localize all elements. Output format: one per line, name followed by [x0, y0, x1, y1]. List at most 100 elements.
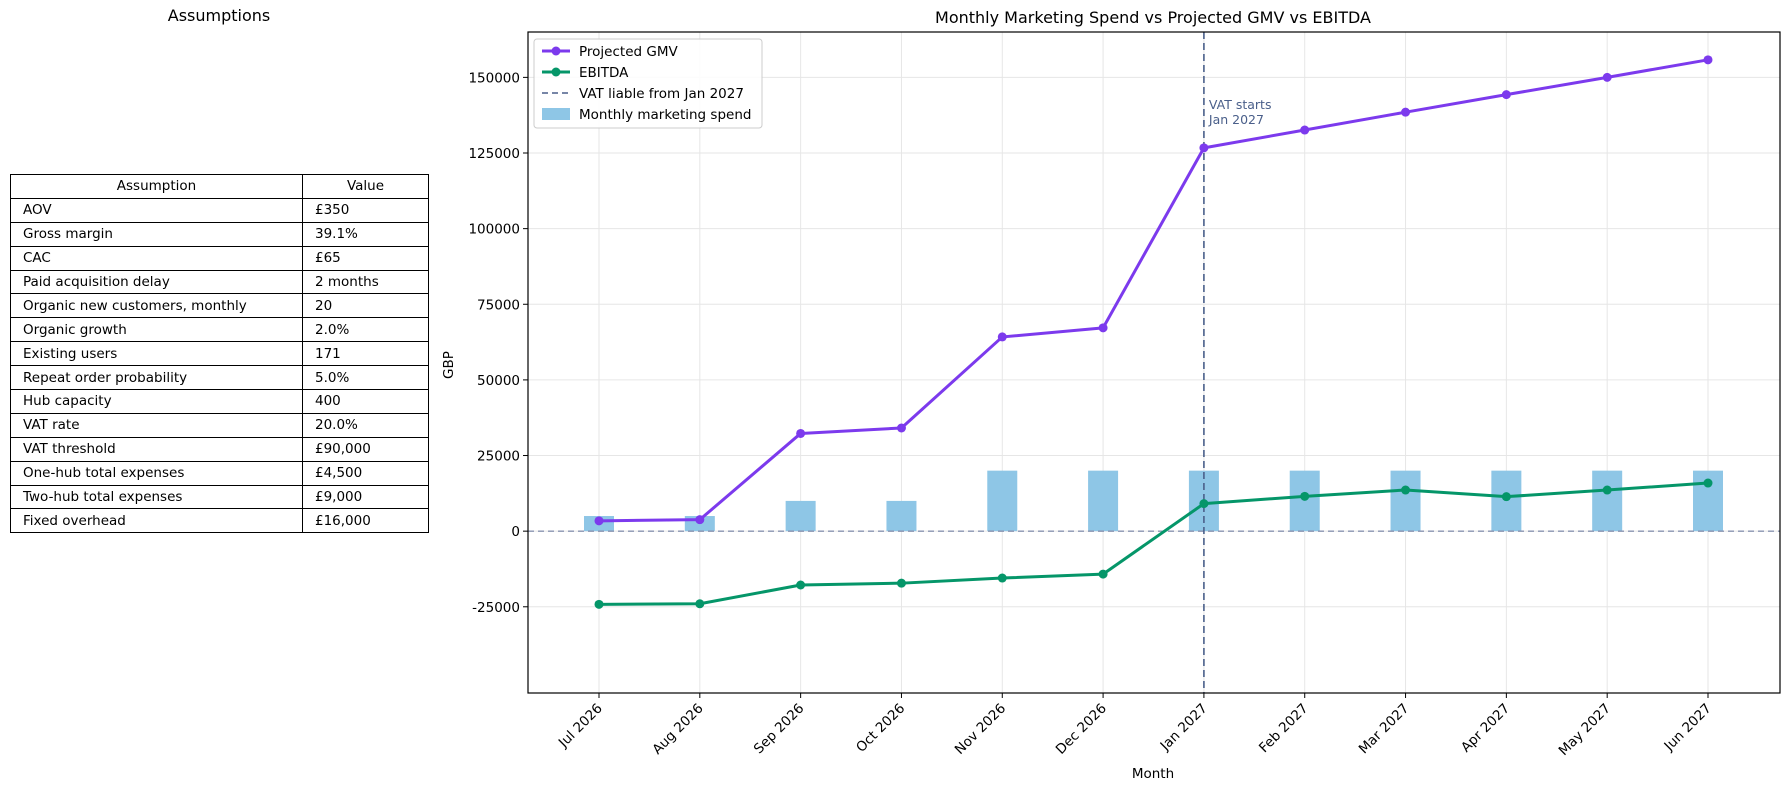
ebitda-point [594, 599, 604, 609]
x-tick-label: Mar 2027 [1356, 701, 1413, 758]
y-tick-label: 50000 [477, 373, 520, 389]
ebitda-point [1501, 492, 1511, 502]
assumption-name-cell: Fixed overhead [10, 508, 303, 534]
y-tick-label: 0 [511, 524, 520, 540]
y-axis-label: GBP [441, 351, 457, 379]
vat-annotation-text: VAT starts [1209, 97, 1272, 112]
legend-marker [551, 67, 561, 77]
marketing-spend-bar [1390, 470, 1421, 532]
gmv-point [1501, 90, 1511, 100]
x-tick-label: Dec 2026 [1053, 701, 1110, 758]
plot-frame [527, 31, 1781, 694]
legend-vat: VAT liable from Jan 2027 [542, 86, 744, 102]
assumption-name-cell: AOV [10, 197, 303, 223]
table-row: CAC £65 [10, 245, 429, 271]
ebitda-point [1199, 499, 1209, 509]
ebitda-point [896, 578, 906, 588]
table-header-row: Assumption Value [10, 174, 429, 199]
gmv-point [594, 516, 604, 526]
marketing-spend-bar [1088, 470, 1119, 532]
assumption-value-cell: 171 [302, 341, 429, 367]
assumption-name-cell: CAC [10, 245, 303, 271]
legend-bar-swatch [542, 108, 570, 120]
assumption-name-cell: Gross margin [10, 221, 303, 247]
ebitda-point [1703, 478, 1713, 488]
x-tick-label: Nov 2026 [952, 701, 1009, 758]
assumption-value-cell: 20.0% [302, 412, 429, 438]
x-tick-label: Jan 2027 [1157, 701, 1211, 755]
gmv-point [1098, 323, 1108, 333]
x-tick-label: Feb 2027 [1256, 701, 1312, 757]
legend-marker [551, 46, 561, 56]
header-value: Value [302, 174, 429, 199]
legend-label: Monthly marketing spend [579, 107, 751, 123]
ebitda-point [1602, 485, 1612, 495]
ebitda-point [1300, 491, 1310, 501]
ebitda-point [1098, 569, 1108, 579]
x-tick-label: Oct 2026 [853, 701, 908, 756]
gmv-point [695, 515, 705, 525]
legend-label: EBITDA [579, 65, 629, 81]
assumption-value-cell: 2 months [302, 269, 429, 295]
y-tick-label: -25000 [472, 600, 520, 616]
y-tick-label: 75000 [477, 297, 520, 313]
legend-box [533, 38, 763, 129]
table-row: Hub capacity 400 [10, 389, 429, 414]
table-row: Gross margin 39.1% [10, 221, 429, 247]
gmv-point [1300, 125, 1310, 135]
marketing-spend-bar [1289, 470, 1320, 532]
table-row: Organic new customers, monthly 20 [10, 293, 429, 319]
legend-marketing: Monthly marketing spend [542, 107, 751, 123]
gmv-point [1401, 107, 1411, 117]
marketing-spend-bar [785, 500, 816, 532]
legend-label: Projected GMV [579, 44, 678, 60]
table-row: VAT threshold £90,000 [10, 436, 429, 462]
ebitda-line [598, 481, 1709, 606]
ebitda-point [997, 573, 1007, 583]
table-row: Repeat order probability 5.0% [10, 365, 429, 391]
table-row: Fixed overhead £16,000 [10, 508, 429, 534]
header-assumption: Assumption [10, 174, 303, 199]
y-tick-label: 100000 [468, 222, 520, 238]
x-tick-label: Aug 2026 [649, 701, 706, 758]
y-tick-label: 125000 [468, 146, 520, 162]
gmv-point [1703, 55, 1713, 65]
gmv-point [1602, 72, 1612, 82]
assumption-value-cell: 39.1% [302, 221, 429, 247]
assumption-name-cell: One-hub total expenses [10, 460, 303, 486]
marketing-spend-bar [886, 500, 917, 532]
legend-gmv: Projected GMV [542, 44, 678, 60]
x-tick-label: May 2027 [1556, 701, 1614, 759]
assumption-value-cell: 2.0% [302, 317, 429, 343]
assumption-value-cell: £350 [302, 197, 429, 223]
assumption-name-cell: Organic new customers, monthly [10, 293, 303, 319]
assumptions-table: Assumption Value AOV £350 Gross margin 39.1… [10, 174, 429, 534]
table-row: AOV £350 [10, 197, 429, 223]
assumption-value-cell: £65 [302, 245, 429, 271]
gmv-point [997, 332, 1007, 342]
legend-ebitda: EBITDA [542, 65, 629, 81]
gmv-point [1199, 143, 1209, 153]
ebitda-point [796, 580, 806, 590]
x-tick-label: Jul 2026 [555, 701, 606, 752]
ebitda-point [1401, 485, 1411, 495]
y-tick-label: 150000 [468, 70, 520, 86]
assumption-value-cell: £16,000 [302, 508, 429, 534]
y-tick-label: 25000 [477, 449, 520, 465]
x-axis-label: Month [1132, 766, 1174, 782]
vat-annotation-text: Jan 2027 [1208, 112, 1264, 127]
legend-label: VAT liable from Jan 2027 [579, 86, 744, 102]
marketing-spend-bar [987, 470, 1018, 532]
assumption-value-cell: 20 [302, 293, 429, 319]
assumptions-title: Assumptions [167, 6, 271, 25]
x-tick-label: Apr 2027 [1458, 701, 1513, 756]
assumption-name-cell: Repeat order probability [10, 365, 303, 391]
assumption-value-cell: 400 [302, 389, 429, 414]
x-tick-label: Sep 2026 [751, 701, 808, 758]
gmv-point [796, 428, 806, 438]
marketing-spend-bar [1592, 470, 1623, 532]
gmv-line [598, 58, 1709, 523]
ebitda-point [695, 599, 705, 609]
gmv-point [896, 423, 906, 433]
assumption-name-cell: Hub capacity [10, 389, 303, 414]
